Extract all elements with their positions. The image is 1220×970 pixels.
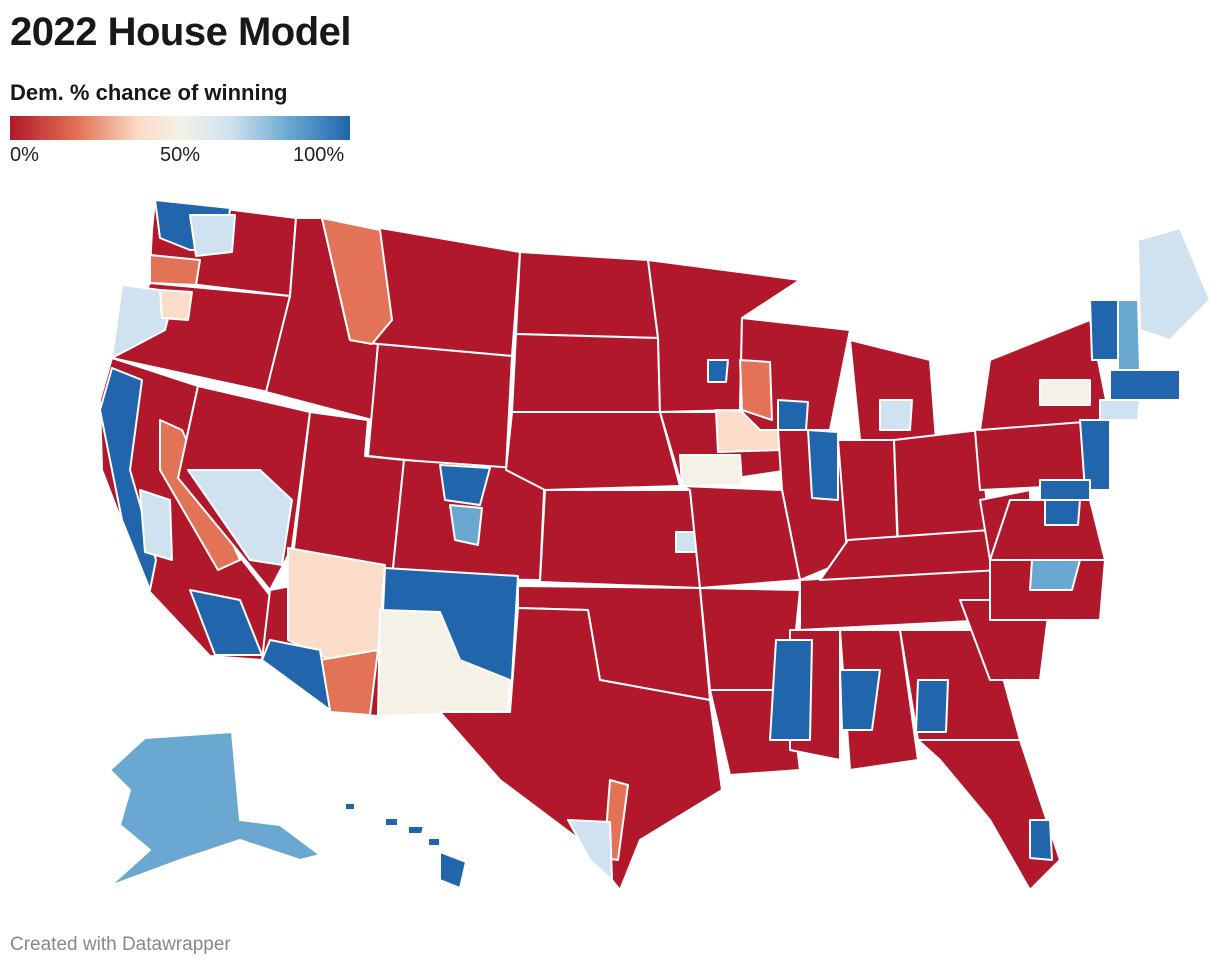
north-dakota-state [515, 251, 659, 339]
oregon-coast-district [111, 284, 176, 359]
nevada-north-district [187, 469, 293, 566]
mississippi-delta-district [769, 639, 813, 741]
wisconsin-madison-district [777, 399, 809, 431]
connecticut-state [1099, 399, 1141, 421]
legend-title: Dem. % chance of winning [10, 80, 288, 105]
maryland-state [1039, 479, 1091, 501]
vermont-state [1089, 299, 1121, 361]
michigan-central-district [879, 399, 913, 431]
credit-footer: Created with Datawrapper [10, 934, 231, 955]
legend-tick-50: 50% [160, 144, 201, 166]
montana-west-district [321, 217, 393, 345]
minnesota-minneapolis-district [707, 359, 729, 383]
california-bay-lean-dem-district [139, 489, 173, 561]
illinois-chicago-districts [807, 429, 839, 501]
wyoming-state [367, 343, 513, 471]
alabama-black-belt-district [839, 669, 881, 731]
wa-southwest-district [149, 254, 201, 286]
chart-title: 2022 House Model [10, 10, 352, 54]
iowa-south-district [679, 454, 743, 487]
california-coast-districts [99, 367, 157, 591]
oregon-portland-district [159, 289, 193, 321]
arizona-phoenix-district [261, 639, 331, 711]
legend-tick-0: 0% [10, 144, 39, 166]
maine-state [1137, 227, 1211, 341]
colorado-denver-districts [439, 464, 491, 506]
legend-tick-100: 100% [293, 144, 345, 166]
massachusetts-state [1109, 369, 1181, 401]
alaska-state [109, 731, 321, 887]
legend-color-bar [10, 116, 350, 140]
wisconsin-west-district [739, 359, 773, 421]
south-dakota-state [511, 333, 661, 413]
missouri-state [681, 485, 801, 589]
florida-east-district [1029, 819, 1053, 861]
florida-state [917, 739, 1061, 891]
virginia-northern-district [1044, 499, 1081, 526]
texas-state [439, 607, 723, 891]
georgia-southwest-district [915, 679, 949, 733]
wa-eastside-district [189, 214, 236, 257]
new-hampshire-state [1117, 299, 1141, 371]
us-house-district-map[interactable] [0, 180, 1220, 900]
north-carolina-central-district [1029, 559, 1081, 591]
arizona-north-district [287, 547, 386, 661]
texas-rio-grande-district-2 [567, 819, 613, 881]
new-mexico-south-district [377, 609, 511, 717]
nebraska-state [505, 411, 681, 491]
hawaii-state [344, 802, 467, 889]
colorado-front-range-district [449, 504, 483, 546]
new-york-central-district [1039, 379, 1091, 406]
